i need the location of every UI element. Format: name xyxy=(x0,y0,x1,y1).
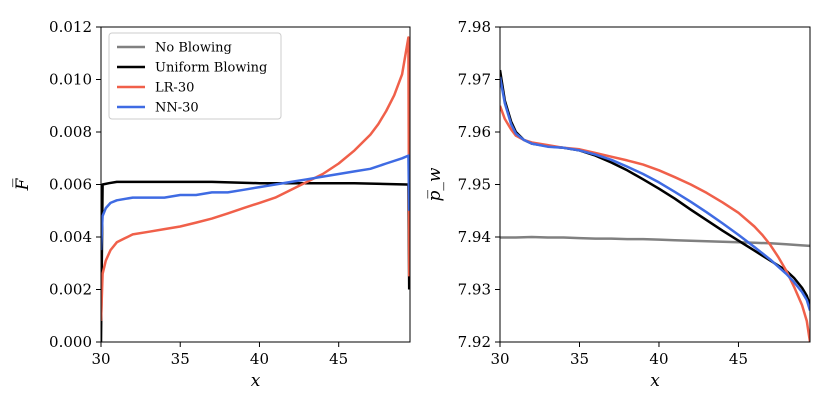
legend-label-lr-30: LR-30 xyxy=(155,81,194,96)
x-axis-label: x xyxy=(251,371,261,391)
x-tick-label: 40 xyxy=(649,350,668,368)
legend-box xyxy=(108,32,282,120)
y-tick-label: 0.010 xyxy=(49,71,92,89)
legend-label-nn-30: NN-30 xyxy=(155,101,199,116)
x-tick-label: 30 xyxy=(490,350,509,368)
y-tick-label: 0.000 xyxy=(49,333,92,351)
y-tick-label: 0.008 xyxy=(49,123,92,141)
y-tick-label: 7.95 xyxy=(458,176,491,194)
series-line-no-blowing xyxy=(500,235,810,248)
y-tick-label: 7.93 xyxy=(458,281,491,299)
x-tick-label: 45 xyxy=(329,350,348,368)
series-line-lr-30 xyxy=(500,105,810,342)
left-panel: 30 35 40 45 0.000 0.002 0.004 0.006 0.008 0.010 0.… xyxy=(12,18,411,391)
y-tick-label: 0.002 xyxy=(49,281,92,299)
y-tick-label: 7.94 xyxy=(458,228,491,246)
series-line-uniform-blowing xyxy=(101,180,410,342)
legend: No Blowing Uniform Blowing LR-30 NN-30 xyxy=(108,32,282,120)
x-tick-label: 40 xyxy=(250,350,269,368)
series-line-lr-30 xyxy=(101,36,410,322)
x-tick-label: 30 xyxy=(91,350,110,368)
y-tick-label: 7.98 xyxy=(458,18,491,36)
series-line-nn-30 xyxy=(500,76,810,311)
y-tick-label: 7.92 xyxy=(458,333,491,351)
y-tick-label: 7.96 xyxy=(458,123,491,141)
series-line-nn-30 xyxy=(101,154,410,251)
y-axis-label: F̅ xyxy=(12,177,33,191)
x-axis-label: x xyxy=(650,371,660,391)
y-tick-label: 0.004 xyxy=(49,228,92,246)
x-tick-label: 35 xyxy=(570,350,589,368)
y-tick-label: 0.012 xyxy=(49,18,92,36)
y-tick-label: 0.006 xyxy=(49,176,92,194)
x-tick-label: 35 xyxy=(171,350,190,368)
y-axis-label: p̅_w xyxy=(425,167,445,201)
y-tick-label: 7.97 xyxy=(458,71,491,89)
right-panel: 30 35 40 45 7.92 7.93 7.94 7.95 7.96 7.97 7.98 x p̅_… xyxy=(425,18,811,391)
plot-area-right xyxy=(500,69,810,342)
series-line-uniform-blowing xyxy=(500,69,810,306)
legend-label-uniform-blowing: Uniform Blowing xyxy=(155,61,267,76)
axes-frame-right xyxy=(499,26,811,343)
plot-area-left xyxy=(101,36,410,342)
legend-label-no-blowing: No Blowing xyxy=(155,41,232,56)
x-tick-label: 45 xyxy=(729,350,748,368)
